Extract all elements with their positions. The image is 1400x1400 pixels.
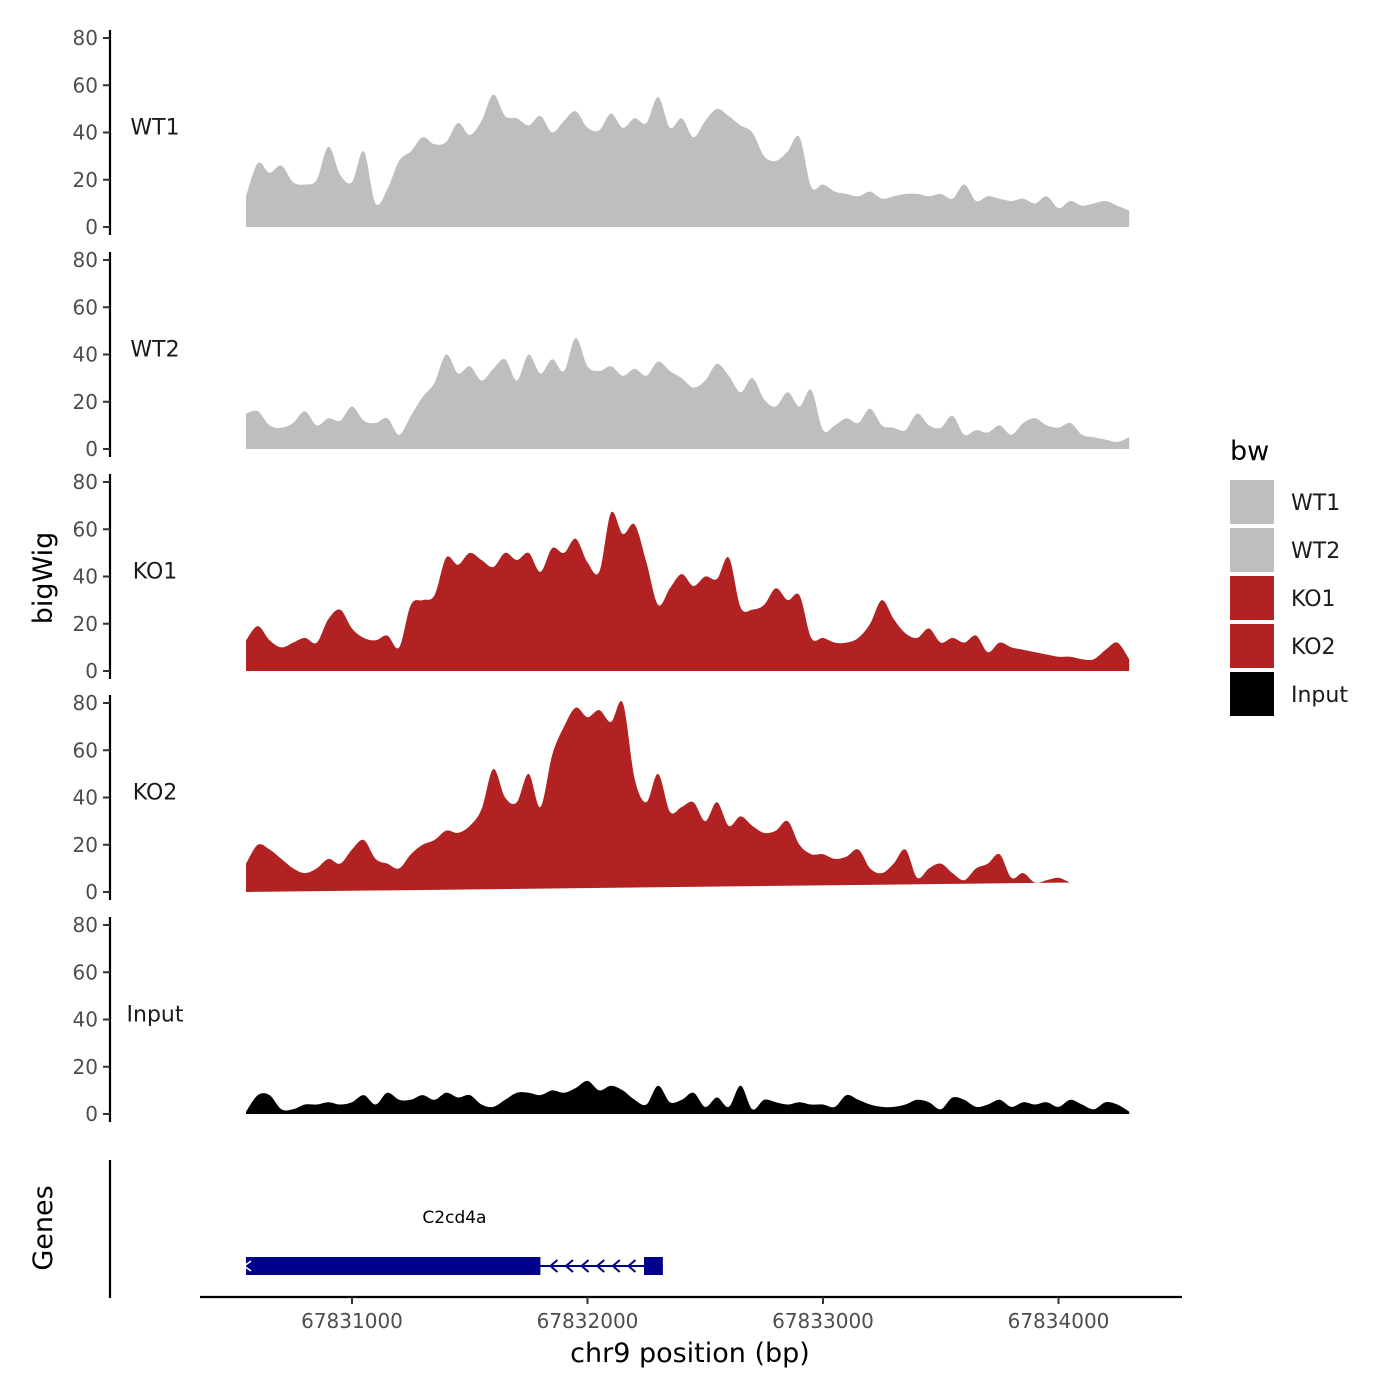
y-tick-label: 20 bbox=[73, 390, 98, 414]
y-tick-label: 60 bbox=[73, 738, 98, 762]
track-wt1: 0 20 40 60 80 WT1 bbox=[73, 26, 1130, 239]
legend-label: KO1 bbox=[1291, 587, 1336, 612]
legend-entry-wt2: WT2 bbox=[1230, 528, 1340, 572]
y-tick-label: 20 bbox=[73, 612, 98, 636]
x-axis: 67831000 67832000 67833000 67834000 bbox=[200, 1295, 1182, 1333]
y-tick-label: 60 bbox=[73, 295, 98, 319]
strand-arrow bbox=[548, 1259, 559, 1273]
y-tick-label: 40 bbox=[73, 343, 98, 367]
coverage-tracks: 0 20 40 60 80 WT1 0 20 40 60 80 WT2 0 20 40 60 80 KO1 0 20 4… bbox=[73, 26, 1130, 1126]
strand-arrow bbox=[580, 1259, 590, 1273]
strand-arrow bbox=[564, 1259, 574, 1273]
legend-swatch bbox=[1230, 480, 1274, 524]
y-tick-label: 40 bbox=[73, 786, 98, 810]
y-tick-label: 80 bbox=[73, 26, 98, 50]
track-label: WT1 bbox=[130, 116, 179, 141]
legend: bw WT1 WT2 KO1 KO2 Input bbox=[1230, 436, 1348, 716]
y-tick-label: 0 bbox=[85, 215, 98, 239]
x-tick-label: 67833000 bbox=[772, 1309, 874, 1333]
legend-label: KO2 bbox=[1291, 635, 1336, 660]
x-tick-label: 67831000 bbox=[301, 1309, 403, 1333]
y-tick-label: 20 bbox=[73, 1055, 98, 1079]
gene-exon bbox=[246, 1257, 541, 1275]
strand-arrow bbox=[242, 1260, 252, 1272]
legend-swatch bbox=[1230, 576, 1274, 620]
track-ko1: 0 20 40 60 80 KO1 bbox=[73, 470, 1130, 683]
y-tick-label: 40 bbox=[73, 1008, 98, 1032]
y-tick-label: 0 bbox=[85, 659, 98, 683]
legend-title: bw bbox=[1230, 436, 1269, 467]
area-ko1 bbox=[246, 511, 1130, 671]
legend-swatch bbox=[1230, 528, 1274, 572]
legend-label: WT2 bbox=[1291, 539, 1340, 564]
gene-c2cd4a: C2cd4a bbox=[242, 1208, 663, 1275]
strand-arrow bbox=[595, 1259, 605, 1273]
x-tick-label: 67832000 bbox=[537, 1309, 639, 1333]
y-tick-label: 20 bbox=[73, 168, 98, 192]
legend-entry-ko1: KO1 bbox=[1230, 576, 1336, 620]
track-input: 0 20 40 60 80 Input bbox=[73, 913, 1130, 1126]
track-label: WT2 bbox=[130, 338, 179, 363]
y-axis-title: bigWig bbox=[28, 532, 59, 625]
y-tick-label: 40 bbox=[73, 565, 98, 589]
track-label: KO2 bbox=[133, 781, 178, 806]
gene-track: C2cd4a bbox=[108, 1160, 663, 1298]
y-tick-label: 20 bbox=[73, 833, 98, 857]
y-tick-label: 80 bbox=[73, 470, 98, 494]
legend-swatch bbox=[1230, 672, 1274, 716]
track-label: Input bbox=[127, 1003, 184, 1028]
y-tick-label: 0 bbox=[85, 880, 98, 904]
y-tick-label: 60 bbox=[73, 960, 98, 984]
x-tick-label: 67834000 bbox=[1008, 1309, 1110, 1333]
gene-exon bbox=[644, 1257, 663, 1275]
y-tick-label: 0 bbox=[85, 437, 98, 461]
legend-entry-ko2: KO2 bbox=[1230, 624, 1336, 668]
y-tick-label: 80 bbox=[73, 248, 98, 272]
y-tick-label: 40 bbox=[73, 121, 98, 145]
legend-label: WT1 bbox=[1291, 491, 1340, 516]
x-axis-title: chr9 position (bp) bbox=[570, 1338, 810, 1369]
area-wt1 bbox=[246, 94, 1130, 227]
gene-label: C2cd4a bbox=[422, 1208, 486, 1228]
strand-arrow bbox=[626, 1259, 637, 1273]
track-ko2: 0 20 40 60 80 KO2 bbox=[73, 691, 1071, 904]
genes-axis-title: Genes bbox=[28, 1185, 59, 1270]
legend-label: Input bbox=[1291, 683, 1348, 708]
legend-entry-wt1: WT1 bbox=[1230, 480, 1340, 524]
legend-entry-input: Input bbox=[1230, 672, 1348, 716]
area-ko2 bbox=[246, 700, 1071, 892]
y-tick-label: 80 bbox=[73, 691, 98, 715]
area-input bbox=[246, 1080, 1130, 1114]
strand-arrow bbox=[611, 1259, 621, 1273]
legend-swatch bbox=[1230, 624, 1274, 668]
area-wt2 bbox=[246, 337, 1130, 449]
track-wt2: 0 20 40 60 80 WT2 bbox=[73, 248, 1130, 461]
y-tick-label: 60 bbox=[73, 517, 98, 541]
y-tick-label: 0 bbox=[85, 1102, 98, 1126]
y-tick-label: 60 bbox=[73, 73, 98, 97]
track-label: KO1 bbox=[133, 560, 178, 585]
y-tick-label: 80 bbox=[73, 913, 98, 937]
